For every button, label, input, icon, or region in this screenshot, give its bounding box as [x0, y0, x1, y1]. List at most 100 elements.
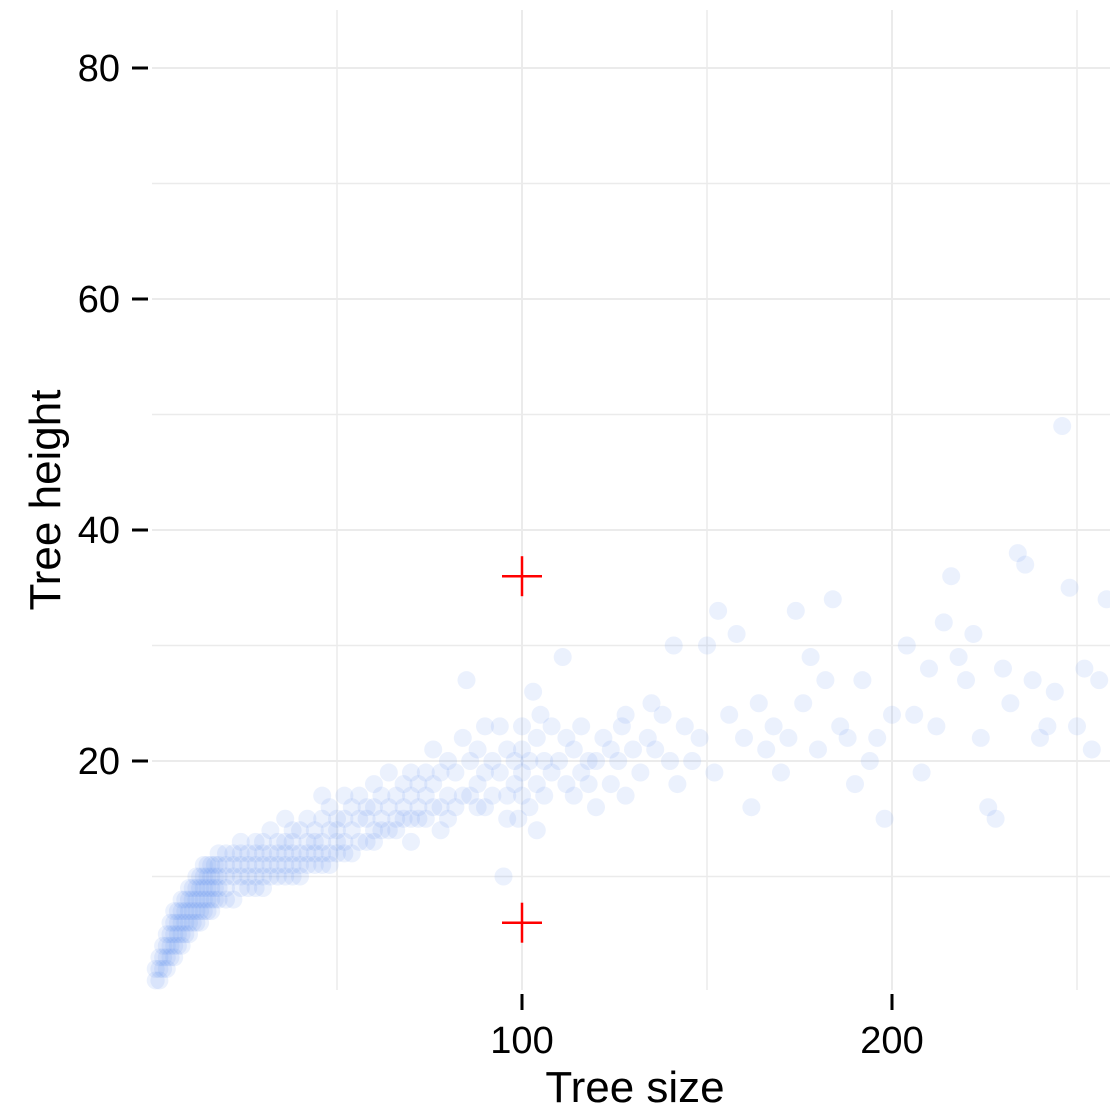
grid [152, 10, 1110, 990]
scatter-point [172, 925, 191, 944]
scatter-point [431, 763, 450, 782]
scatter-point [653, 705, 672, 724]
scatter-point [154, 959, 173, 978]
scatter-point [1045, 682, 1064, 701]
scatter-point [165, 913, 184, 932]
scatter-point [527, 821, 546, 840]
scatter-point [461, 752, 480, 770]
y-tick-label: 40 [78, 510, 120, 552]
scatter-point [191, 867, 210, 886]
x-tick-label: 200 [860, 1020, 923, 1062]
scatter-point [1008, 544, 1027, 563]
scatter-point [431, 798, 450, 817]
scatter-point [557, 775, 576, 794]
scatter-point [217, 890, 235, 909]
scatter-point [172, 936, 191, 955]
scatter-point [675, 717, 694, 736]
scatter-point [439, 752, 457, 770]
scatter-point [1060, 578, 1079, 597]
scatter-point [642, 694, 661, 713]
scatter-point [231, 867, 250, 886]
scatter-point [402, 809, 420, 828]
scatter-point [154, 936, 173, 955]
scatter-point [457, 671, 476, 690]
scatter-point [157, 948, 176, 967]
scatter-point [239, 855, 258, 874]
scatter-point [283, 821, 302, 840]
scatter-point [1038, 717, 1057, 736]
scatter-point [198, 890, 217, 909]
y-axis-title: Tree height [21, 390, 70, 611]
scatter-point [372, 809, 391, 828]
highlight-marker [502, 902, 542, 943]
scatter-point [261, 867, 280, 886]
y-tick-label: 20 [78, 741, 120, 783]
scatter-point [305, 821, 324, 840]
scatter-point [246, 879, 265, 898]
scatter-point [261, 821, 280, 840]
scatter-point [342, 821, 361, 840]
scatter-point [209, 879, 228, 898]
scatter-point [801, 648, 820, 667]
scatter-point [239, 879, 258, 898]
scatter-point [690, 728, 709, 747]
scatter-point [402, 763, 420, 782]
scatter-point [320, 798, 339, 817]
scatter-point [720, 705, 739, 724]
x-axis-title: Tree size [545, 1063, 724, 1112]
scatter-point [372, 821, 391, 840]
scatter-point [439, 809, 457, 828]
scatter-point [1001, 694, 1020, 713]
scatter-point [150, 971, 169, 990]
scatter-point [897, 636, 916, 655]
scatter-point [180, 902, 198, 921]
scatter-point [453, 786, 472, 805]
scatter-point [291, 844, 309, 863]
scatter-point [202, 867, 221, 886]
y-tick-label: 60 [78, 279, 120, 321]
scatter-point [1075, 659, 1094, 678]
scatter-point [616, 705, 635, 724]
scatter-point [912, 763, 931, 782]
scatter-point [505, 775, 524, 794]
scatter-point [409, 798, 428, 817]
data-points [146, 417, 1110, 990]
scatter-point [957, 671, 975, 690]
scatter-point [254, 855, 272, 874]
scatter-point [735, 728, 753, 747]
scatter-point [964, 624, 983, 643]
scatter-point [231, 855, 250, 874]
scatter-point [424, 775, 443, 794]
scatter-point [439, 786, 457, 805]
scatter-point [276, 855, 295, 874]
scatter-point [424, 740, 443, 759]
scatter-point [298, 832, 317, 851]
scatter-point [468, 798, 487, 817]
scatter-point [209, 890, 228, 909]
scatter-point [283, 855, 302, 874]
scatter-point [498, 786, 517, 805]
scatter-point [809, 740, 827, 759]
scatter-point [283, 832, 302, 851]
scatter-point [883, 705, 901, 724]
scatter-point [483, 786, 502, 805]
scatter-point [550, 752, 568, 770]
scatter-point [291, 867, 309, 886]
scatter-point [157, 936, 176, 955]
scatter-point [157, 959, 176, 978]
scatter-point [612, 717, 631, 736]
scatter-point [379, 798, 398, 817]
y-tick-label: 80 [78, 48, 120, 90]
scatter-point [335, 809, 354, 828]
scatter-point [194, 890, 213, 909]
scatter-point [357, 798, 376, 817]
scatter-point [979, 798, 998, 817]
scatter-point [402, 786, 420, 805]
scatter-point [276, 832, 295, 851]
scatter-point [165, 925, 184, 944]
scatter-point [683, 752, 702, 770]
scatter-point [154, 948, 173, 967]
scatter-point [276, 809, 295, 828]
scatter-point [194, 879, 213, 898]
scatter-point [239, 844, 258, 863]
